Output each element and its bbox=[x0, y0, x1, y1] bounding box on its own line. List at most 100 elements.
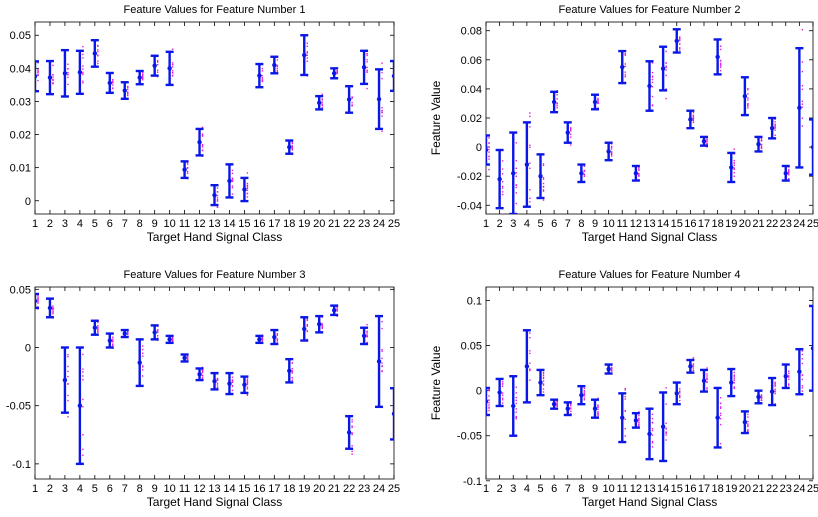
sample-point bbox=[366, 61, 368, 63]
sample-point bbox=[610, 146, 613, 149]
x-tick-label: 13 bbox=[643, 218, 655, 230]
sample-point bbox=[515, 396, 517, 399]
y-axis-label: Feature Value bbox=[429, 345, 443, 420]
mean-point bbox=[674, 38, 679, 44]
sample-point bbox=[231, 384, 234, 387]
sample-point bbox=[815, 340, 816, 341]
mean-point bbox=[647, 431, 652, 437]
sample-point bbox=[501, 181, 504, 183]
sample-point bbox=[112, 81, 114, 83]
sample-point bbox=[801, 106, 804, 108]
sample-point bbox=[201, 149, 204, 151]
x-tick-label: 9 bbox=[592, 483, 598, 495]
y-tick-label: -0.1 bbox=[12, 459, 31, 471]
sample-point bbox=[112, 84, 114, 86]
sample-point bbox=[366, 333, 368, 335]
sample-point bbox=[216, 386, 219, 388]
sample-point bbox=[336, 309, 338, 311]
sample-point bbox=[216, 387, 219, 389]
mean-point bbox=[317, 322, 322, 327]
sample-point bbox=[638, 166, 640, 169]
mean-point bbox=[633, 171, 639, 176]
sample-point bbox=[583, 165, 586, 168]
x-tick-label: 16 bbox=[253, 483, 265, 495]
sample-point bbox=[515, 392, 517, 394]
mean-point bbox=[620, 415, 625, 420]
sample-point bbox=[97, 327, 99, 329]
sample-point bbox=[501, 392, 504, 394]
sample-point bbox=[142, 74, 144, 76]
sample-point bbox=[37, 70, 39, 72]
sample-point bbox=[706, 381, 708, 384]
mean-point bbox=[688, 364, 693, 369]
sample-point bbox=[815, 331, 816, 332]
sample-point bbox=[515, 399, 517, 402]
sample-point bbox=[638, 421, 640, 424]
sample-point bbox=[52, 305, 54, 307]
sample-point bbox=[542, 182, 545, 185]
sample-point bbox=[679, 390, 681, 392]
sample-point bbox=[306, 323, 308, 326]
sample-point bbox=[82, 368, 84, 370]
sample-point bbox=[583, 399, 586, 401]
sample-point bbox=[515, 418, 517, 420]
sample-point bbox=[651, 427, 654, 430]
sample-point bbox=[488, 406, 490, 409]
sample-point bbox=[651, 421, 654, 424]
sample-point bbox=[733, 386, 735, 388]
sample-point bbox=[142, 77, 144, 79]
sample-point bbox=[665, 431, 667, 434]
sample-point bbox=[542, 383, 545, 385]
sample-point bbox=[306, 57, 308, 59]
x-tick-label: 2 bbox=[47, 218, 53, 230]
sample-point bbox=[52, 64, 54, 67]
sample-point bbox=[529, 201, 531, 203]
sample-point bbox=[201, 371, 204, 374]
sample-point bbox=[638, 169, 640, 171]
sample-point bbox=[231, 178, 234, 181]
sample-point bbox=[624, 410, 626, 412]
sample-point bbox=[529, 112, 531, 114]
sample-point bbox=[112, 339, 114, 342]
y-axis-label: Feature Value bbox=[429, 80, 443, 155]
sample-point bbox=[488, 151, 490, 153]
sample-point bbox=[351, 96, 353, 98]
sample-point bbox=[529, 115, 531, 118]
sample-point bbox=[142, 366, 144, 368]
sample-point bbox=[774, 383, 776, 385]
sample-point bbox=[201, 135, 204, 137]
mean-point bbox=[152, 63, 157, 68]
sample-point bbox=[67, 375, 69, 378]
sample-point bbox=[651, 417, 654, 420]
sample-point bbox=[610, 368, 613, 370]
sample-point bbox=[37, 79, 39, 82]
sample-point bbox=[321, 327, 323, 329]
sample-point bbox=[706, 380, 708, 383]
sample-point bbox=[276, 333, 279, 335]
sample-point bbox=[216, 199, 219, 201]
plot-area bbox=[486, 304, 816, 463]
sample-point bbox=[306, 52, 308, 54]
sample-point bbox=[597, 99, 599, 101]
sample-point bbox=[638, 168, 640, 170]
sample-point bbox=[381, 115, 383, 117]
sample-point bbox=[321, 106, 323, 109]
sample-point bbox=[488, 388, 490, 391]
sample-point bbox=[351, 432, 353, 434]
x-tick-label: 20 bbox=[313, 483, 325, 495]
sample-point bbox=[529, 197, 531, 199]
sample-point bbox=[542, 391, 545, 393]
x-axis-label: Target Hand Signal Class bbox=[582, 230, 717, 244]
sample-point bbox=[37, 62, 39, 64]
mean-point bbox=[107, 338, 112, 343]
mean-point bbox=[486, 147, 489, 153]
sample-point bbox=[366, 323, 368, 326]
mean-point bbox=[511, 403, 516, 409]
mean-point bbox=[742, 93, 748, 99]
sample-point bbox=[201, 146, 204, 148]
sample-point bbox=[651, 104, 654, 106]
sample-point bbox=[396, 418, 397, 419]
sample-point bbox=[488, 395, 490, 397]
sample-point bbox=[396, 77, 397, 78]
